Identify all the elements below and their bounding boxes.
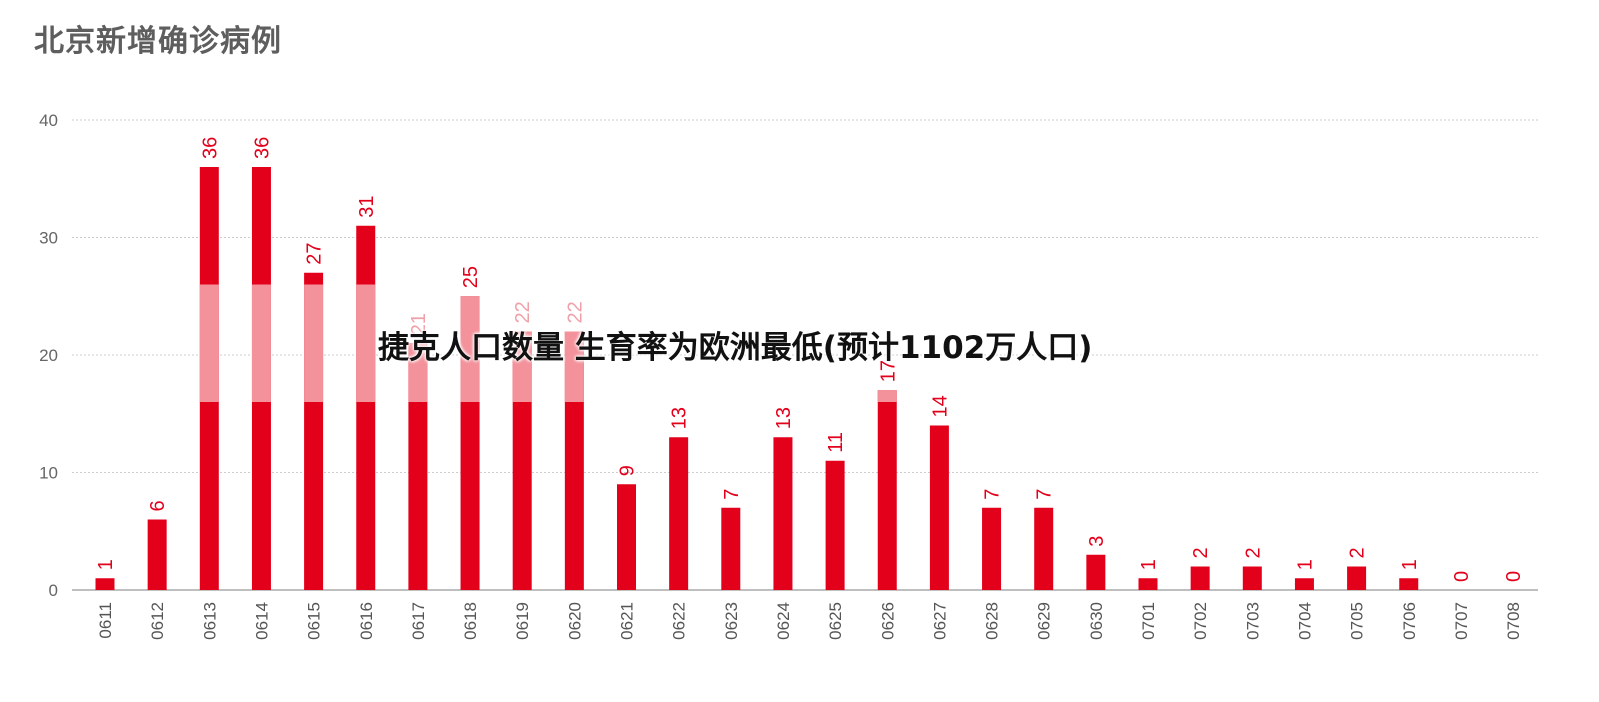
- bar-0625: [825, 460, 845, 590]
- y-tick-label: 20: [39, 346, 58, 365]
- bars: [95, 167, 1419, 590]
- x-tick-label-0707: 0707: [1452, 602, 1471, 640]
- data-label-0619: 22: [512, 301, 534, 323]
- x-tick-label-0612: 0612: [148, 602, 167, 640]
- x-tick-label-0702: 0702: [1191, 602, 1210, 640]
- data-label-0629: 7: [1034, 489, 1056, 500]
- x-tick-label-0625: 0625: [826, 602, 845, 640]
- data-label-0627: 14: [929, 395, 951, 417]
- bar-0622: [669, 437, 689, 590]
- x-tick-label-0621: 0621: [618, 602, 637, 640]
- x-tick-label-0706: 0706: [1400, 602, 1419, 640]
- y-axis-ticks: 0 10 20 30 40: [39, 111, 58, 600]
- data-label-0611: 1: [95, 559, 117, 570]
- data-label-0622: 13: [669, 407, 691, 429]
- data-label-0704: 1: [1294, 559, 1316, 570]
- data-label-0706: 1: [1399, 559, 1421, 570]
- x-tick-label-0622: 0622: [670, 602, 689, 640]
- bar-0704: [1294, 578, 1314, 590]
- watermark-overlay-text: 捷克人口数量 生育率为欧洲最低(预计1102万人口): [378, 330, 1093, 366]
- bar-0612: [147, 519, 167, 590]
- data-label-0707: 0: [1451, 571, 1473, 582]
- bar-0617: [408, 343, 428, 590]
- data-label-0624: 13: [773, 407, 795, 429]
- bar-band-0618: [460, 296, 480, 402]
- bar-0706: [1399, 578, 1419, 590]
- data-label-0623: 7: [721, 489, 743, 500]
- x-tick-label-0613: 0613: [200, 602, 219, 640]
- y-tick-label: 30: [39, 229, 58, 248]
- x-tick-label-0619: 0619: [513, 602, 532, 640]
- bar-band-0617: [408, 343, 428, 402]
- bar-0624: [773, 437, 793, 590]
- bar-0701: [1138, 578, 1158, 590]
- bar-0630: [1086, 554, 1106, 590]
- bar-0627: [929, 425, 949, 590]
- bar-0623: [721, 507, 741, 590]
- data-label-0630: 3: [1086, 536, 1108, 547]
- bar-0621: [617, 484, 636, 590]
- chart-title: 北京新增确诊病例: [34, 24, 282, 59]
- data-label-0701: 1: [1138, 559, 1160, 570]
- x-tick-label-0630: 0630: [1087, 602, 1106, 640]
- x-tick-label-0615: 0615: [305, 602, 324, 640]
- x-tick-label-0618: 0618: [461, 602, 480, 640]
- bar-band-0614: [251, 284, 271, 402]
- y-tick-label: 40: [39, 111, 58, 130]
- bar-0626: [877, 390, 897, 590]
- x-tick-label-0611: 0611: [96, 602, 115, 639]
- x-tick-label-0623: 0623: [722, 602, 741, 640]
- data-label-0708: 0: [1503, 571, 1525, 582]
- data-label-0616: 31: [356, 196, 378, 218]
- data-label-0625: 11: [825, 432, 847, 453]
- bar-0611: [95, 578, 115, 590]
- x-axis-ticks: 0611 0612 0613 0614 0615 0616 0617 0618 0619 0620…: [96, 602, 1523, 640]
- bar-band-0613: [199, 284, 219, 402]
- bar-0616: [356, 225, 376, 590]
- x-tick-label-0627: 0627: [930, 602, 949, 640]
- data-label-0614: 36: [251, 137, 273, 159]
- x-tick-label-0705: 0705: [1348, 602, 1367, 640]
- bar-band-0626: [877, 390, 897, 402]
- data-label-0618: 25: [460, 266, 482, 288]
- bar-0705: [1347, 566, 1367, 590]
- x-tick-label-0704: 0704: [1295, 602, 1314, 640]
- x-tick-label-0614: 0614: [252, 602, 271, 640]
- x-tick-label-0708: 0708: [1504, 602, 1523, 640]
- data-label-0615: 27: [304, 243, 326, 265]
- data-label-0612: 6: [147, 500, 169, 511]
- bar-band-0615: [304, 284, 324, 402]
- x-tick-label-0617: 0617: [409, 602, 428, 640]
- x-tick-label-0628: 0628: [983, 602, 1002, 640]
- bar-band-0616: [356, 284, 376, 402]
- data-label-0702: 2: [1190, 547, 1212, 558]
- x-tick-label-0629: 0629: [1035, 602, 1054, 640]
- data-label-0620: 22: [564, 301, 586, 323]
- data-label-0705: 2: [1347, 547, 1369, 558]
- data-label-0621: 9: [617, 465, 639, 476]
- x-tick-label-0620: 0620: [565, 602, 584, 640]
- data-label-0626: 17: [877, 360, 899, 382]
- data-label-0613: 36: [199, 137, 221, 159]
- y-tick-label: 10: [39, 464, 58, 483]
- bar-band-0620: [564, 331, 584, 402]
- x-tick-label-0703: 0703: [1243, 602, 1262, 640]
- data-label-0628: 7: [982, 489, 1004, 500]
- x-tick-label-0616: 0616: [357, 602, 376, 640]
- bar-0628: [982, 507, 1002, 590]
- bar-0702: [1190, 566, 1210, 590]
- y-tick-label: 0: [49, 581, 58, 600]
- bar-0703: [1242, 566, 1262, 590]
- x-tick-label-0701: 0701: [1139, 602, 1158, 640]
- data-label-0703: 2: [1242, 547, 1264, 558]
- x-tick-label-0624: 0624: [774, 602, 793, 640]
- bar-band-0619: [512, 331, 532, 402]
- data-label-0617: 21: [408, 313, 430, 335]
- x-tick-label-0626: 0626: [878, 602, 897, 640]
- bar-0629: [1034, 507, 1054, 590]
